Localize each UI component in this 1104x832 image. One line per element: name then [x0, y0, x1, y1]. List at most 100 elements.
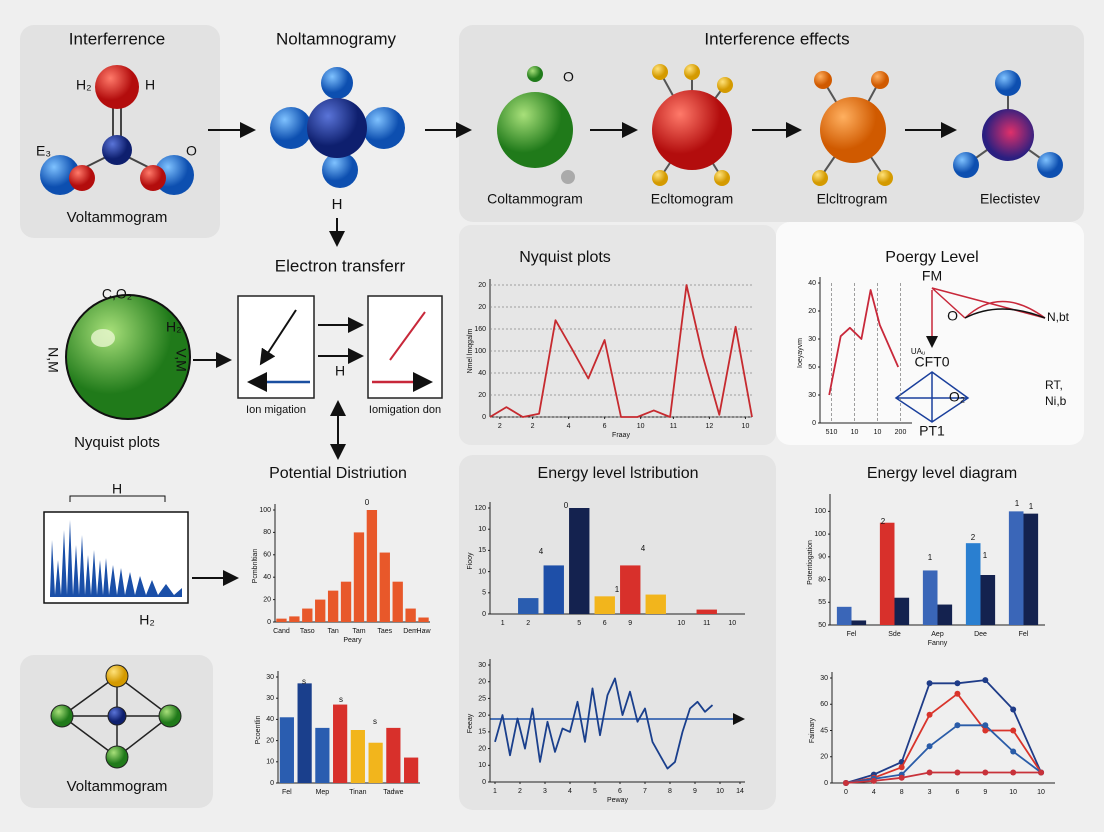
- bar: [366, 510, 378, 622]
- y-tick-label: 50: [818, 622, 826, 629]
- x-tick-label: 10: [1009, 789, 1017, 796]
- atom: [140, 165, 166, 191]
- label: FM: [922, 268, 942, 284]
- point: [842, 780, 849, 786]
- x-tick-label: 7: [643, 788, 647, 795]
- bar: [418, 617, 429, 622]
- atom-label: H: [332, 196, 343, 213]
- point: [898, 774, 905, 781]
- y-axis-label: Pcmbnltian: [252, 549, 259, 584]
- bar: [879, 522, 895, 625]
- y-tick-label: 40: [478, 370, 486, 377]
- annotation: 0: [564, 501, 569, 510]
- y-tick-label: 40: [263, 574, 271, 581]
- spectrum: [50, 520, 182, 597]
- point: [1010, 769, 1017, 776]
- y-tick-label: 20: [478, 712, 486, 719]
- x-axis-label: Peway: [607, 797, 629, 804]
- bar: [340, 581, 352, 622]
- chart-title: Energy level lstribution: [538, 465, 699, 482]
- bar: [350, 730, 365, 783]
- x-axis-label: Fanny: [928, 640, 948, 647]
- atom-label: H: [145, 77, 155, 93]
- bar: [836, 606, 852, 625]
- point: [1038, 769, 1045, 776]
- x-tick-label: 4: [872, 789, 876, 796]
- point: [954, 680, 961, 687]
- bar: [1008, 511, 1024, 625]
- y-tick-label: 100: [814, 508, 826, 515]
- y-tick-label: 40: [808, 280, 816, 287]
- y-tick-label: 0: [482, 611, 486, 618]
- point: [954, 722, 961, 729]
- x-tick-label: 4: [567, 423, 571, 430]
- line: [845, 724, 1042, 784]
- x-tick-label: 10: [874, 429, 882, 436]
- annotation: 4: [641, 544, 646, 553]
- line: [828, 289, 900, 396]
- bar: [302, 608, 313, 622]
- label: V,M: [173, 348, 189, 372]
- caption: Ecltomogram: [651, 191, 733, 207]
- y-tick-label: 20: [266, 737, 274, 744]
- x-tick-label: Dee: [974, 631, 987, 638]
- atom: [982, 109, 1034, 161]
- atom: [102, 135, 132, 165]
- point: [870, 777, 877, 784]
- y-tick-label: 10: [478, 762, 486, 769]
- annotation: 1: [928, 553, 933, 562]
- y-axis-label: Fiooy: [467, 552, 474, 570]
- caption: Elcltrogram: [817, 191, 888, 207]
- y-tick-label: 20: [478, 282, 486, 289]
- label: N,bt: [1047, 310, 1070, 324]
- bar: [379, 552, 390, 622]
- y-tick-label: 10: [478, 526, 486, 533]
- bar: [386, 727, 401, 783]
- y-tick-label: 0: [824, 780, 828, 787]
- x-tick-label: Tinan: [349, 789, 366, 796]
- y-axis-label: Feeay: [467, 713, 474, 733]
- chart-title: Nyquist plots: [519, 249, 611, 266]
- panel-title: Interference effects: [704, 29, 849, 48]
- x-tick-label: 3: [928, 789, 932, 796]
- caption: Voltammogram: [67, 778, 168, 795]
- label: C,O₂: [102, 286, 132, 302]
- bar: [368, 742, 383, 783]
- y-tick-label: 30: [478, 662, 486, 669]
- section-title: Electron transferr: [275, 256, 406, 275]
- y-tick-label: 20: [820, 754, 828, 761]
- point: [1010, 706, 1017, 713]
- bar: [937, 604, 953, 625]
- point: [1010, 727, 1017, 734]
- bar: [922, 570, 938, 625]
- y-tick-label: 20: [478, 745, 486, 752]
- label: O: [947, 308, 958, 324]
- x-tick-label: 10: [637, 423, 645, 430]
- x-tick-label: Fel: [1019, 631, 1029, 638]
- x-tick-label: 10: [728, 620, 736, 627]
- point: [926, 711, 933, 718]
- x-tick-label: 9: [628, 620, 632, 627]
- label: PT1: [919, 423, 945, 439]
- y-tick-label: 20: [808, 308, 816, 315]
- x-tick-label: 10: [677, 620, 685, 627]
- sphere: [65, 294, 191, 420]
- label: Ni,b: [1045, 394, 1067, 408]
- label: CFT0: [915, 354, 950, 370]
- panel: [459, 25, 1084, 222]
- y-tick-label: 100: [814, 531, 826, 538]
- y-axis-label: Ioeyayvm: [797, 338, 804, 368]
- atom-label: O: [186, 143, 197, 159]
- bar: [405, 608, 416, 622]
- panel: [776, 222, 1084, 445]
- atom: [154, 155, 194, 195]
- annotation: UAᵤ: [911, 347, 925, 356]
- x-tick-label: 200: [895, 429, 907, 436]
- x-tick-label: 8: [668, 788, 672, 795]
- label: N,M: [45, 347, 61, 373]
- y-axis-label: Faimary: [809, 717, 816, 743]
- bar: [543, 565, 564, 614]
- x-tick-label: Fel: [282, 789, 292, 796]
- bar: [980, 575, 996, 625]
